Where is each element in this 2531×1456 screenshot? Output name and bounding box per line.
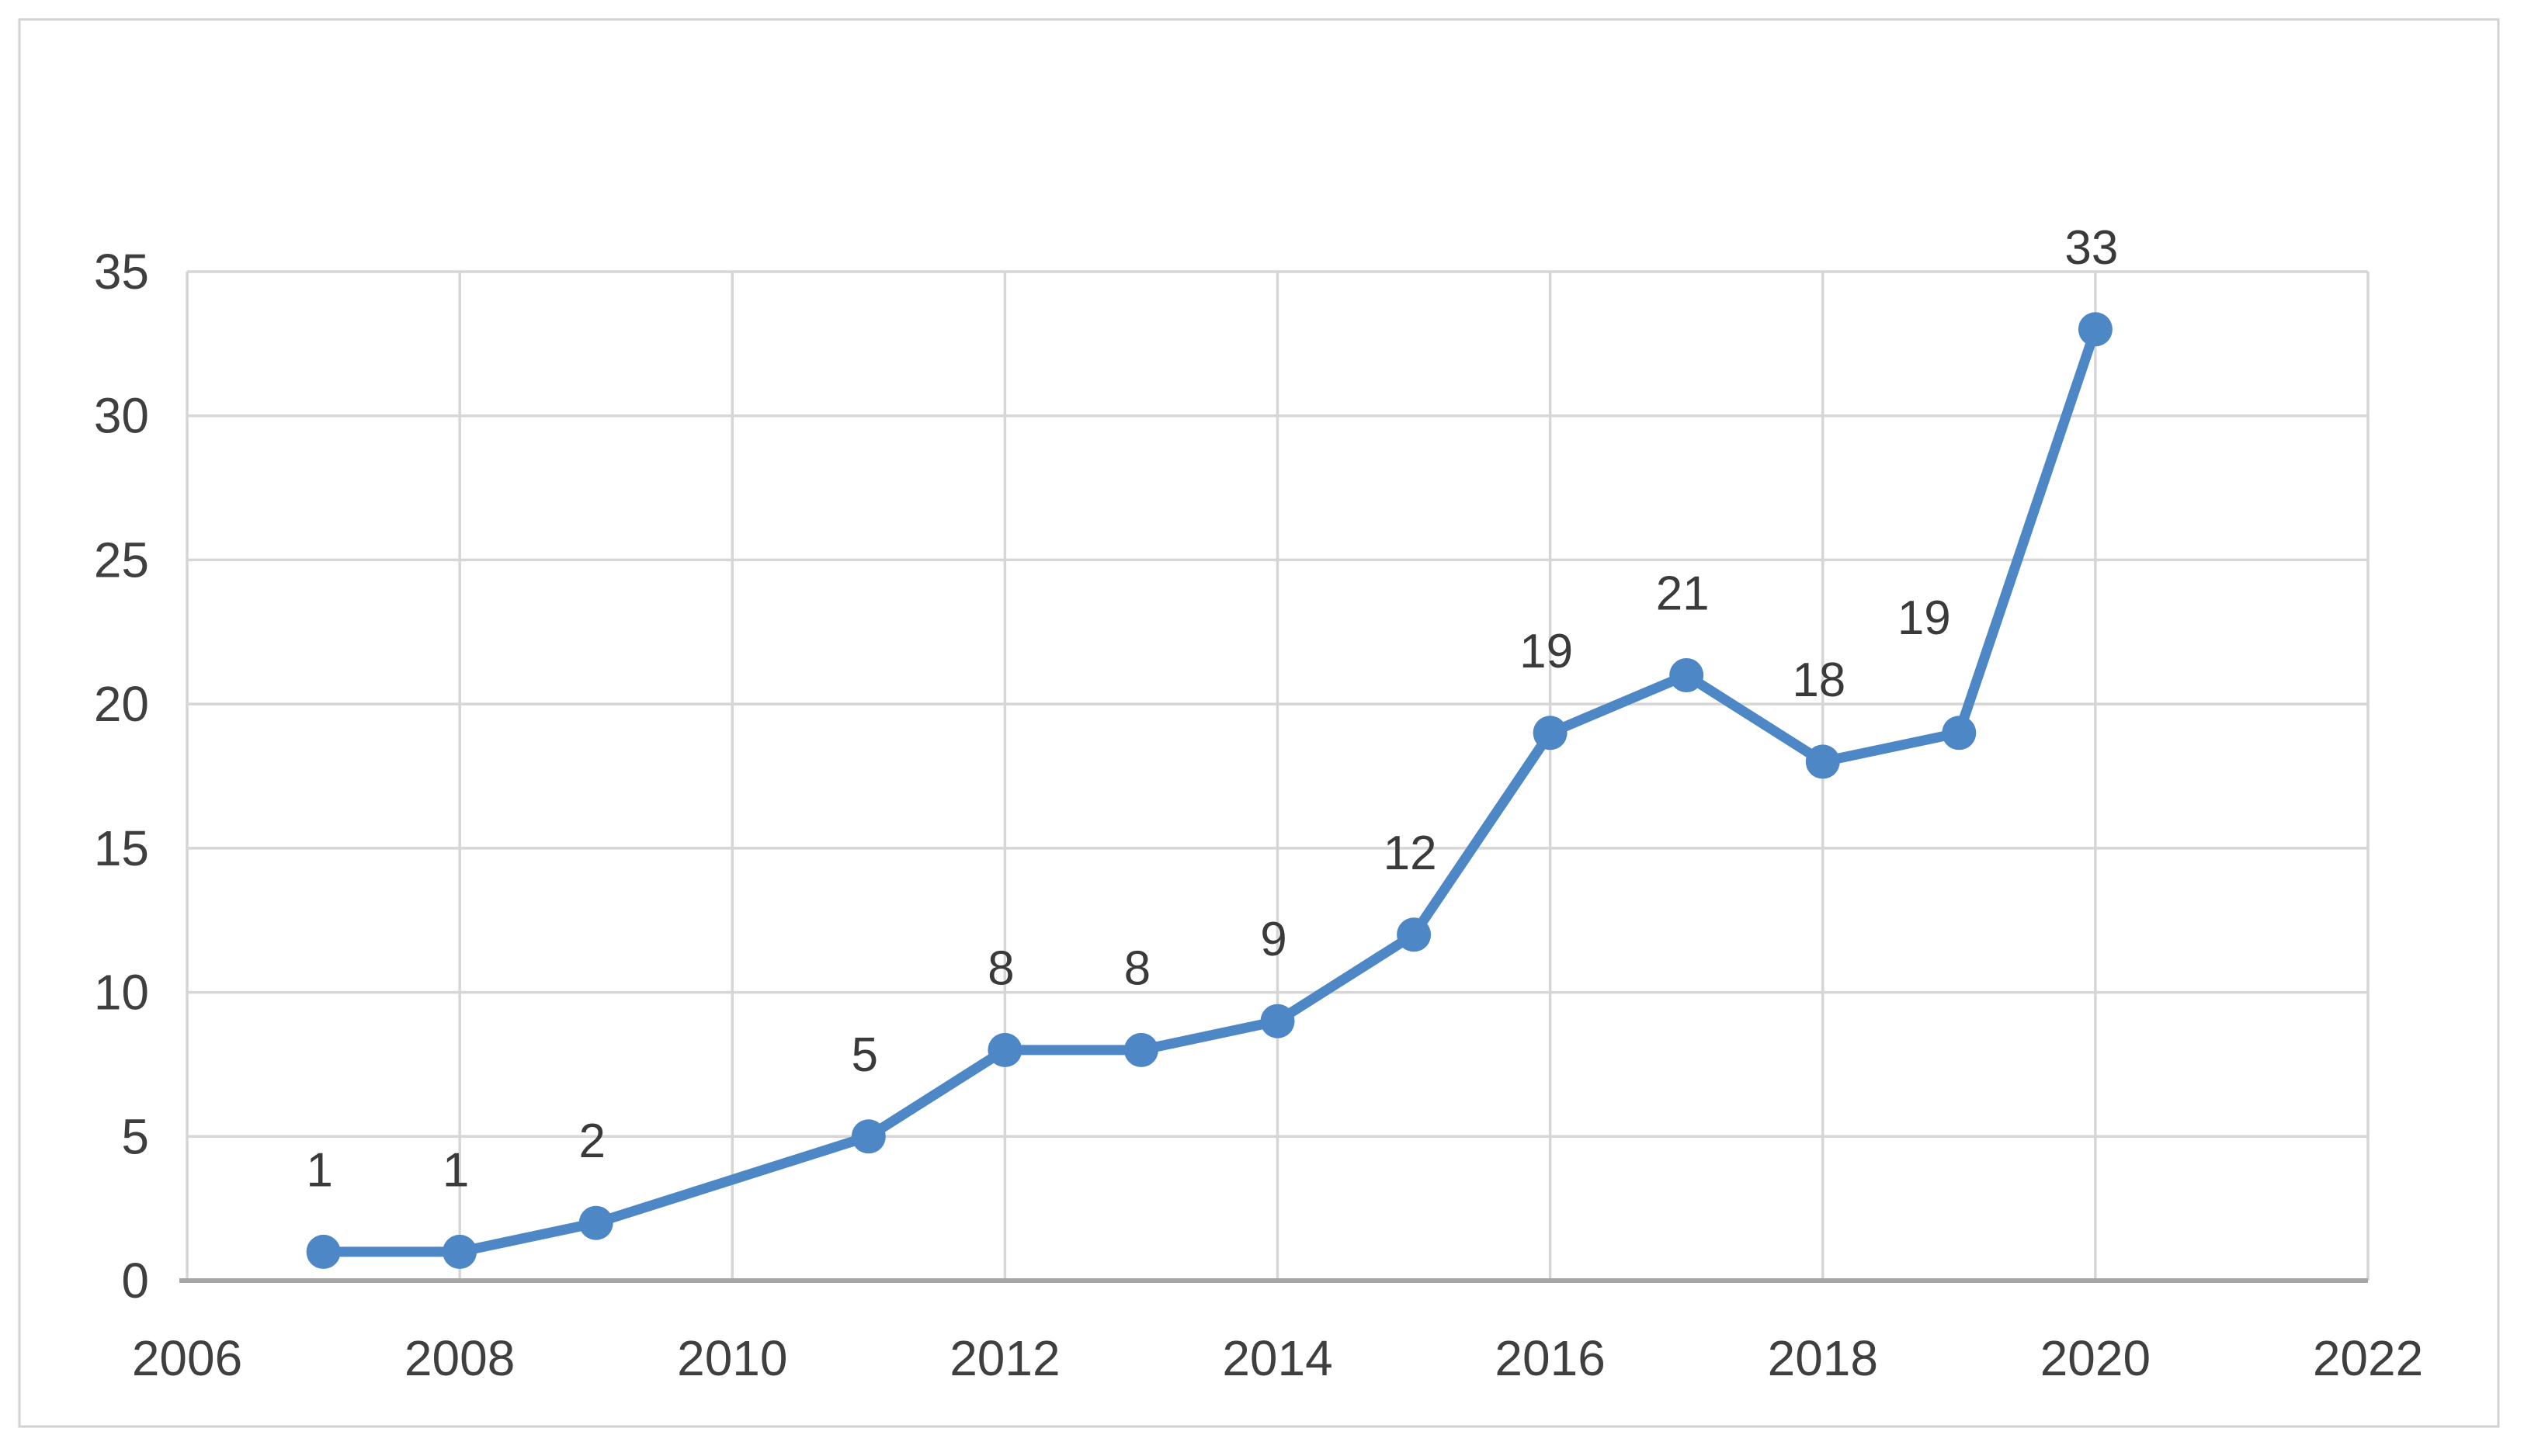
x-axis-tick-label: 2020: [2040, 1330, 2151, 1386]
x-axis-tick-label: 2008: [404, 1330, 515, 1386]
y-axis-tick-label: 0: [121, 1253, 149, 1309]
data-label: 1: [443, 1143, 469, 1197]
y-axis-tick-label: 35: [94, 244, 149, 300]
data-point-marker: [1123, 1032, 1158, 1067]
data-point-marker: [1260, 1004, 1295, 1038]
x-axis-tick-label: 2012: [950, 1330, 1060, 1386]
y-axis-tick-label: 30: [94, 388, 149, 444]
y-axis-tick-label: 15: [94, 820, 149, 876]
x-axis-tick-label: 2022: [2313, 1330, 2423, 1386]
figure-border: [18, 18, 2500, 1428]
data-label: 9: [1260, 913, 1286, 966]
data-point-marker: [1533, 716, 1568, 751]
x-axis-tick-label: 2014: [1222, 1330, 1332, 1386]
y-axis-tick-label: 20: [94, 676, 149, 732]
data-point-marker: [578, 1205, 613, 1240]
x-axis-tick-label: 2018: [1768, 1330, 1878, 1386]
data-label: 5: [852, 1028, 878, 1082]
data-label: 19: [1897, 591, 1951, 645]
data-point-marker: [851, 1119, 886, 1154]
data-label: 1: [306, 1143, 332, 1197]
data-label: 12: [1384, 827, 1437, 880]
y-axis-tick-label: 25: [94, 532, 149, 588]
data-point-marker: [2078, 312, 2113, 347]
x-axis-tick-label: 2010: [677, 1330, 787, 1386]
y-axis-tick-label: 10: [94, 965, 149, 1021]
data-label: 19: [1519, 625, 1573, 678]
data-label: 18: [1792, 653, 1845, 707]
x-axis-tick-label: 2006: [132, 1330, 242, 1386]
data-point-marker: [1397, 917, 1432, 952]
data-point-marker: [1942, 716, 1977, 751]
data-label: 8: [988, 941, 1014, 995]
data-point-marker: [443, 1234, 477, 1269]
x-axis-tick-label: 2016: [1495, 1330, 1605, 1386]
data-point-marker: [988, 1032, 1022, 1067]
data-label: 8: [1124, 941, 1151, 995]
data-point-marker: [1669, 658, 1704, 692]
data-point-marker: [306, 1234, 341, 1269]
data-point-marker: [1805, 744, 1840, 779]
data-label: 2: [578, 1115, 605, 1168]
data-label: 21: [1656, 567, 1710, 621]
data-label: 33: [2064, 221, 2118, 275]
y-axis-tick-label: 5: [121, 1108, 149, 1164]
